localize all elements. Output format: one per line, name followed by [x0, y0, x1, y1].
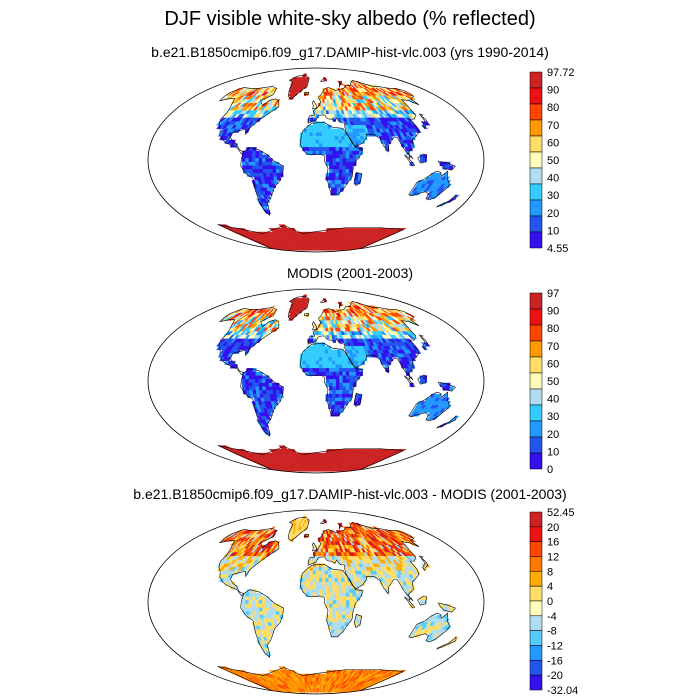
colorbar-swatch [529, 119, 543, 137]
colorbar-swatch [529, 151, 543, 169]
colorbar-swatch [529, 103, 543, 121]
colorbar-swatch [529, 292, 543, 310]
colorbar-label: 0 [547, 596, 553, 608]
colorbar-label: 16 [547, 537, 559, 549]
colorbar-label: -8 [547, 626, 557, 638]
panel-1-title: b.e21.B1850cmip6.f09_g17.DAMIP-hist-vlc.… [151, 44, 549, 60]
colorbar-swatch [529, 674, 543, 691]
panel-2-map-border [147, 288, 485, 474]
colorbar-swatch [529, 600, 543, 617]
colorbar-swatch [529, 340, 543, 358]
panel-1-map [147, 67, 485, 253]
colorbar-swatch [529, 135, 543, 153]
colorbar-swatch [529, 231, 543, 249]
colorbar-swatch [529, 645, 543, 661]
colorbar-label: -32.04 [547, 685, 578, 697]
colorbar-swatch [529, 308, 543, 326]
colorbar-label: -4 [547, 611, 557, 623]
colorbar-swatch [529, 541, 543, 557]
colorbar-label: 97 [547, 288, 559, 300]
colorbar-swatch [529, 556, 543, 572]
colorbar-swatch [529, 356, 543, 374]
colorbar-swatch [529, 420, 543, 438]
panel-1-map-border [147, 67, 485, 253]
panel-3-colorbar: 52.45 20 16 12 8 4 0 -4 -8 -12 -16 -20 -32.04 [529, 507, 578, 697]
colorbar-swatch [529, 630, 543, 646]
colorbar-label: 4 [547, 581, 553, 593]
colorbar-swatch [529, 87, 543, 105]
colorbar-label: 0 [547, 464, 553, 476]
colorbar-swatch [529, 215, 543, 233]
colorbar-swatch [529, 183, 543, 201]
colorbar-label: 80 [547, 323, 559, 335]
colorbar-swatch [529, 511, 543, 528]
colorbar-label: 12 [547, 552, 559, 564]
colorbar-swatch [529, 199, 543, 217]
panel-1-colorbar: 97.72 90 80 70 60 50 40 30 20 10 4.55 [529, 67, 575, 255]
colorbar-swatch [529, 71, 543, 89]
panel-2-map [147, 288, 485, 474]
colorbar-label: 90 [547, 85, 559, 97]
colorbar-swatch [529, 404, 543, 422]
colorbar-swatch [529, 615, 543, 631]
colorbar-label: -20 [547, 670, 563, 682]
colorbar-label: -12 [547, 641, 563, 653]
panel-3-map [147, 509, 485, 695]
colorbar-label: 70 [547, 120, 559, 132]
colorbar-swatch [529, 324, 543, 342]
colorbar-label: 10 [547, 225, 559, 237]
colorbar-swatch [529, 372, 543, 390]
colorbar-label: 60 [547, 137, 559, 149]
panel-3-title: b.e21.B1850cmip6.f09_g17.DAMIP-hist-vlc.… [133, 486, 567, 502]
panel-3-map-border [147, 509, 485, 695]
colorbar-label: 70 [547, 341, 559, 353]
colorbar-label: 20 [547, 522, 559, 534]
colorbar-label: 52.45 [547, 507, 575, 519]
figure-title: DJF visible white-sky albedo (% reflecte… [164, 8, 536, 30]
colorbar-label: 50 [547, 155, 559, 167]
colorbar-label: 80 [547, 102, 559, 114]
colorbar-swatch [529, 452, 543, 470]
colorbar-label: 60 [547, 358, 559, 370]
colorbar-label: 90 [547, 306, 559, 318]
colorbar-swatch [529, 436, 543, 454]
colorbar-label: 97.72 [547, 67, 575, 79]
panel-2-colorbar: 97 90 80 70 60 50 40 30 20 10 0 [529, 288, 559, 476]
colorbar-label: 30 [547, 411, 559, 423]
colorbar-swatch [529, 660, 543, 676]
colorbar-label: 8 [547, 566, 553, 578]
colorbar-swatch [529, 388, 543, 406]
colorbar-label: 40 [547, 394, 559, 406]
panel-2-title: MODIS (2001-2003) [286, 265, 414, 281]
colorbar-label: 20 [547, 208, 559, 220]
colorbar-label: 30 [547, 190, 559, 202]
colorbar-label: 50 [547, 376, 559, 388]
colorbar-label: 4.55 [547, 243, 568, 255]
colorbar-label: 40 [547, 173, 559, 185]
colorbar-swatch [529, 526, 543, 542]
colorbar-label: -16 [547, 655, 563, 667]
colorbar-label: 10 [547, 446, 559, 458]
colorbar-swatch [529, 585, 543, 602]
colorbar-label: 20 [547, 429, 559, 441]
colorbar-swatch [529, 571, 543, 587]
colorbar-swatch [529, 167, 543, 185]
